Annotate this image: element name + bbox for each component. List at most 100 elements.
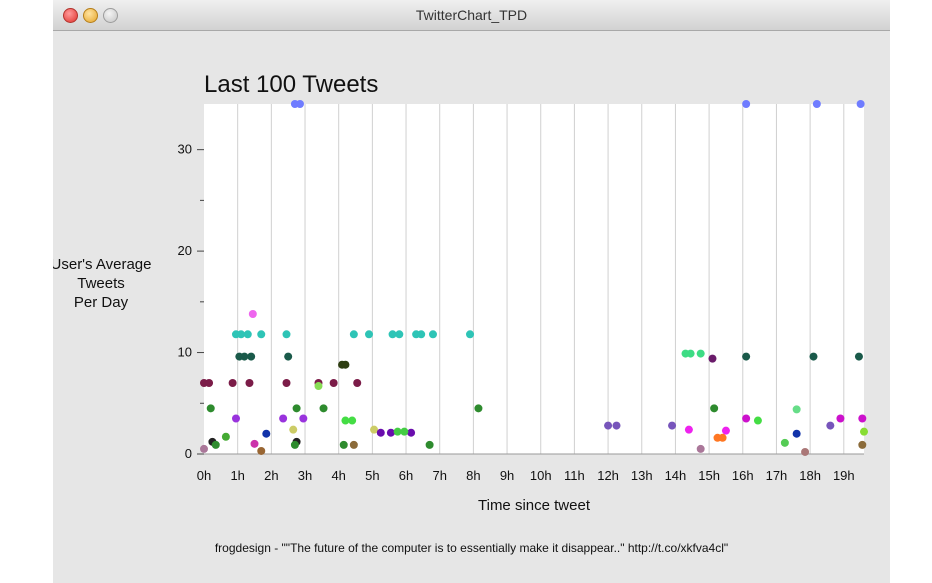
- y-tick-label: 20: [178, 243, 192, 258]
- data-point: [696, 349, 705, 358]
- data-point: [376, 428, 385, 437]
- data-point: [329, 378, 338, 387]
- data-point: [370, 425, 379, 434]
- x-tick-label: 4h: [331, 468, 345, 483]
- data-points: [200, 100, 868, 456]
- data-point: [718, 433, 727, 442]
- data-point: [710, 404, 719, 413]
- data-point: [466, 330, 475, 339]
- x-axis-label: Time since tweet: [478, 497, 591, 514]
- data-point: [858, 414, 867, 423]
- data-point: [742, 100, 751, 108]
- data-point: [801, 447, 810, 456]
- data-point: [792, 429, 801, 438]
- data-point: [290, 440, 299, 449]
- data-point: [386, 428, 395, 437]
- window-title: TwitterChart_TPD: [415, 7, 528, 23]
- data-point: [612, 421, 621, 430]
- x-tick-label: 19h: [833, 468, 855, 483]
- data-point: [753, 416, 762, 425]
- data-point: [400, 427, 409, 436]
- data-point: [353, 378, 362, 387]
- data-point: [742, 352, 751, 361]
- zoom-button[interactable]: [103, 8, 118, 23]
- vertical-grid: [237, 104, 845, 454]
- data-point: [237, 330, 246, 339]
- data-point: [349, 440, 358, 449]
- x-tick-label: 5h: [365, 468, 379, 483]
- app-window: TwitterChart_TPD 0h 1h 2h 3h 4h 5h 6h 7h 8h 9h 10h…: [53, 0, 890, 583]
- close-button[interactable]: [63, 8, 78, 23]
- x-tick-label: 13h: [631, 468, 653, 483]
- data-point: [425, 440, 434, 449]
- data-point: [206, 404, 215, 413]
- data-point: [708, 354, 717, 363]
- data-point: [247, 352, 256, 361]
- data-point: [205, 378, 214, 387]
- x-tick-label: 18h: [799, 468, 821, 483]
- x-tick-label: 17h: [766, 468, 788, 483]
- data-point: [289, 425, 298, 434]
- y-tick-label: 10: [178, 345, 192, 360]
- data-point: [341, 360, 350, 369]
- data-point: [696, 444, 705, 453]
- x-tick-label: 8h: [466, 468, 480, 483]
- data-point: [339, 440, 348, 449]
- x-tick-label: 0h: [197, 468, 211, 483]
- data-point: [200, 444, 208, 453]
- data-point: [248, 310, 257, 318]
- data-point: [243, 330, 252, 339]
- x-tick-label: 10h: [530, 468, 552, 483]
- data-point: [284, 352, 293, 361]
- title-bar: TwitterChart_TPD: [53, 0, 890, 31]
- data-point: [262, 429, 271, 438]
- data-point: [228, 378, 237, 387]
- data-point: [860, 427, 868, 436]
- y-axis-label-line: Per Day: [74, 294, 129, 311]
- data-point: [809, 352, 818, 361]
- data-point: [407, 428, 416, 437]
- data-point: [292, 404, 301, 413]
- x-tick-label: 12h: [597, 468, 619, 483]
- data-point: [668, 421, 677, 430]
- scatter-chart: 0h 1h 2h 3h 4h 5h 6h 7h 8h 9h 10h 11h 12h 13h 14h 15h 16…: [53, 71, 868, 514]
- data-point: [319, 404, 328, 413]
- x-tick-label: 1h: [230, 468, 244, 483]
- x-tick-label: 15h: [698, 468, 720, 483]
- data-point: [348, 416, 357, 425]
- data-point: [856, 100, 865, 108]
- data-point: [836, 414, 845, 423]
- data-point: [792, 405, 801, 414]
- status-tweet-text: frogdesign - ""The future of the compute…: [214, 541, 729, 555]
- data-point: [780, 438, 789, 447]
- data-point: [742, 414, 751, 423]
- data-point: [257, 330, 266, 339]
- data-point: [245, 378, 254, 387]
- data-point: [349, 330, 358, 339]
- data-point: [365, 330, 373, 339]
- y-axis-label-line: Tweets: [77, 275, 125, 292]
- data-point: [854, 352, 863, 361]
- data-point: [282, 378, 291, 387]
- data-point: [393, 427, 402, 436]
- data-point: [299, 414, 308, 423]
- data-point: [721, 426, 730, 435]
- x-tick-label: 16h: [732, 468, 754, 483]
- data-point: [221, 432, 230, 441]
- x-tick-label: 3h: [298, 468, 312, 483]
- minimize-button[interactable]: [83, 8, 98, 23]
- data-point: [250, 439, 259, 448]
- data-point: [428, 330, 437, 339]
- x-tick-label: 11h: [564, 468, 585, 483]
- data-point: [295, 100, 304, 108]
- data-point: [826, 421, 835, 430]
- data-point: [604, 421, 613, 430]
- x-tick-label: 14h: [665, 468, 687, 483]
- data-point: [240, 352, 249, 361]
- axes: 0h 1h 2h 3h 4h 5h 6h 7h 8h 9h 10h 11h 12h 13h 14h 15h 16…: [178, 142, 864, 483]
- data-point: [282, 330, 291, 339]
- x-tick-label: 9h: [500, 468, 514, 483]
- y-axis-label: User's Average Tweets Per Day: [53, 256, 151, 311]
- chart-title: Last 100 Tweets: [204, 71, 378, 98]
- x-tick-label: 6h: [399, 468, 413, 483]
